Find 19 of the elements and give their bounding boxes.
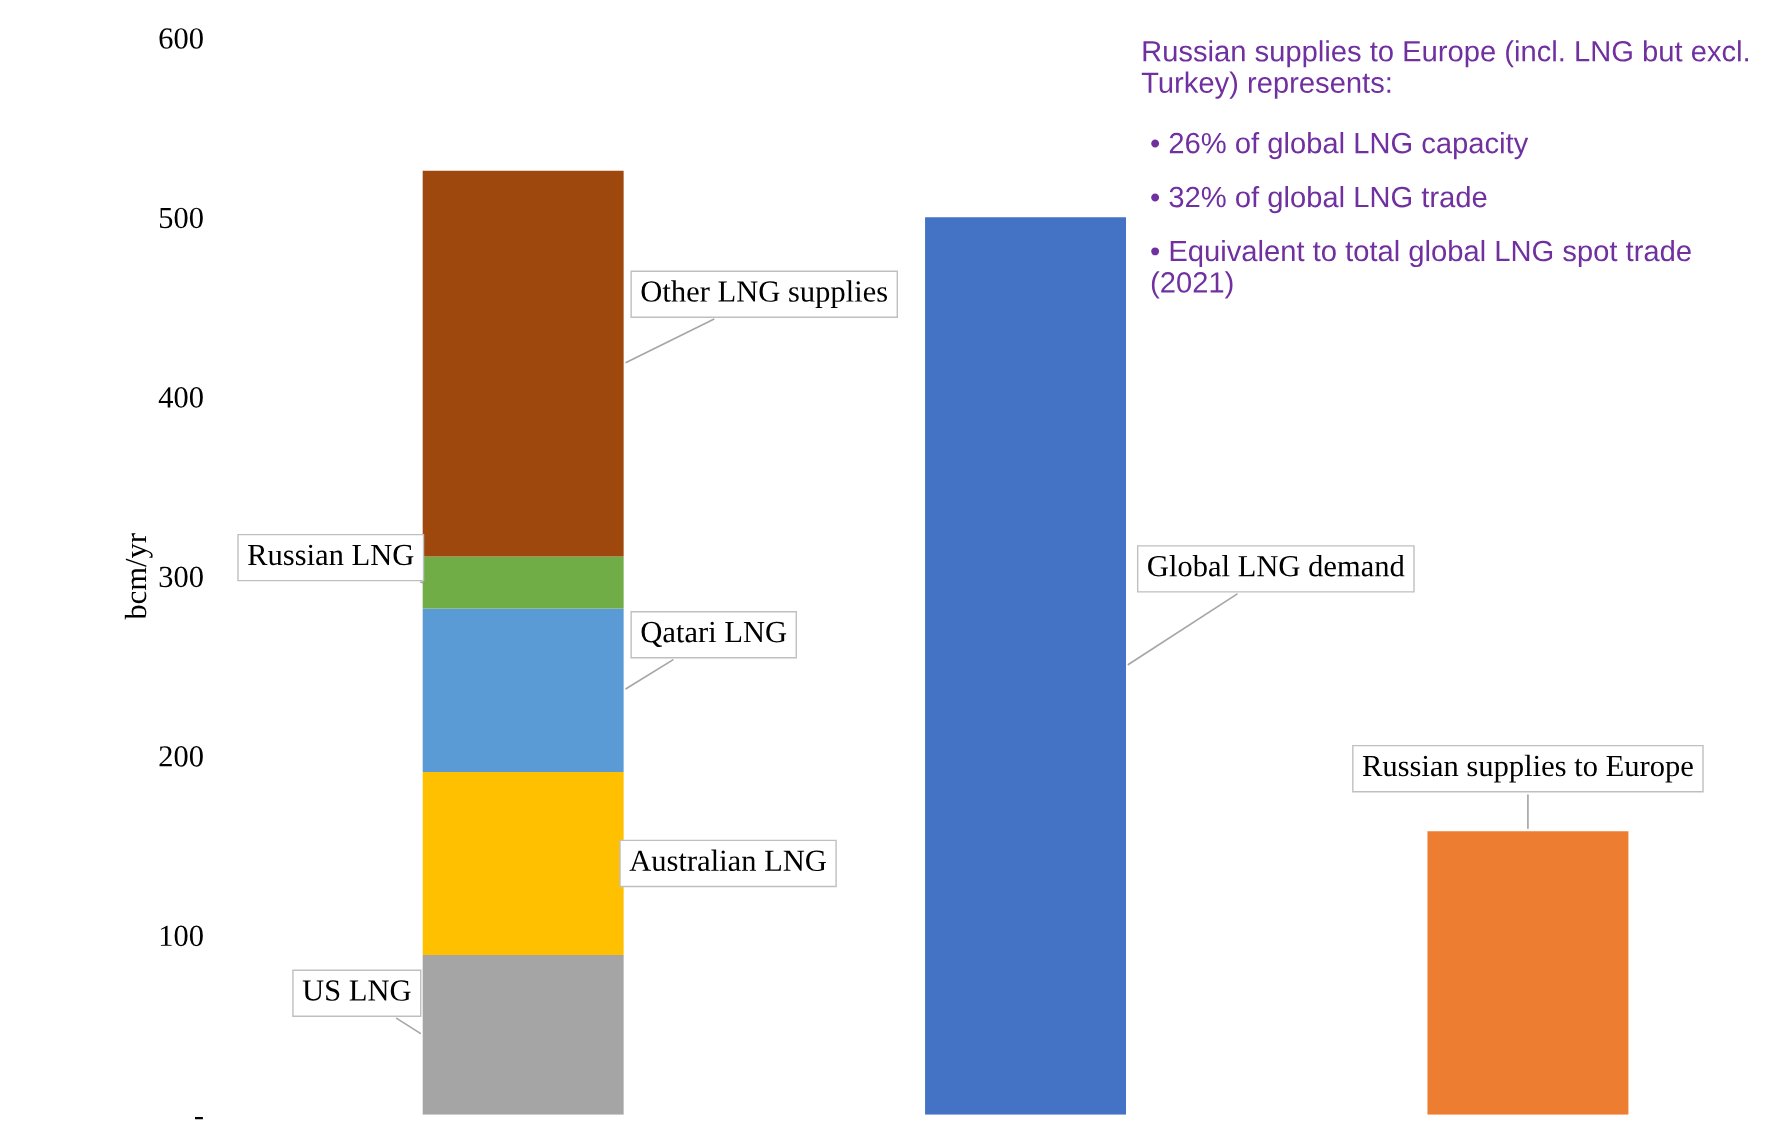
y-tick-label: 600 — [159, 28, 203, 49]
annotation: • 26% of global LNG capacity — [1151, 132, 1529, 160]
y-tick-label: 200 — [159, 746, 203, 767]
annotation: • Equivalent to total global LNG spot trade (2021) — [1151, 239, 1691, 299]
series-label: Other LNG supplies — [641, 280, 888, 309]
series-label: Russian LNG — [248, 544, 414, 566]
y-axis-title: bcm/yr — [124, 533, 153, 620]
y-tick-label: 400 — [158, 387, 203, 408]
series-label: Australian LNG — [629, 849, 826, 872]
y-tick-label: - — [194, 1116, 203, 1120]
series-label: Global LNG demand — [1148, 554, 1405, 577]
y-tick-label: 300 — [159, 566, 203, 588]
series-label: US LNG — [302, 980, 411, 1001]
series-label: Qatari LNG — [641, 621, 787, 648]
annotation: Russian supplies to Europe (incl. LNG but excl. Turkey) represents: — [1141, 40, 1749, 99]
text: Russian supplies to Europe — [1362, 754, 1693, 783]
annotation: • 32% of global LNG trade — [1151, 185, 1487, 214]
y-tick-label: 500 — [159, 207, 203, 229]
y-tick-label: 100 — [160, 925, 203, 947]
